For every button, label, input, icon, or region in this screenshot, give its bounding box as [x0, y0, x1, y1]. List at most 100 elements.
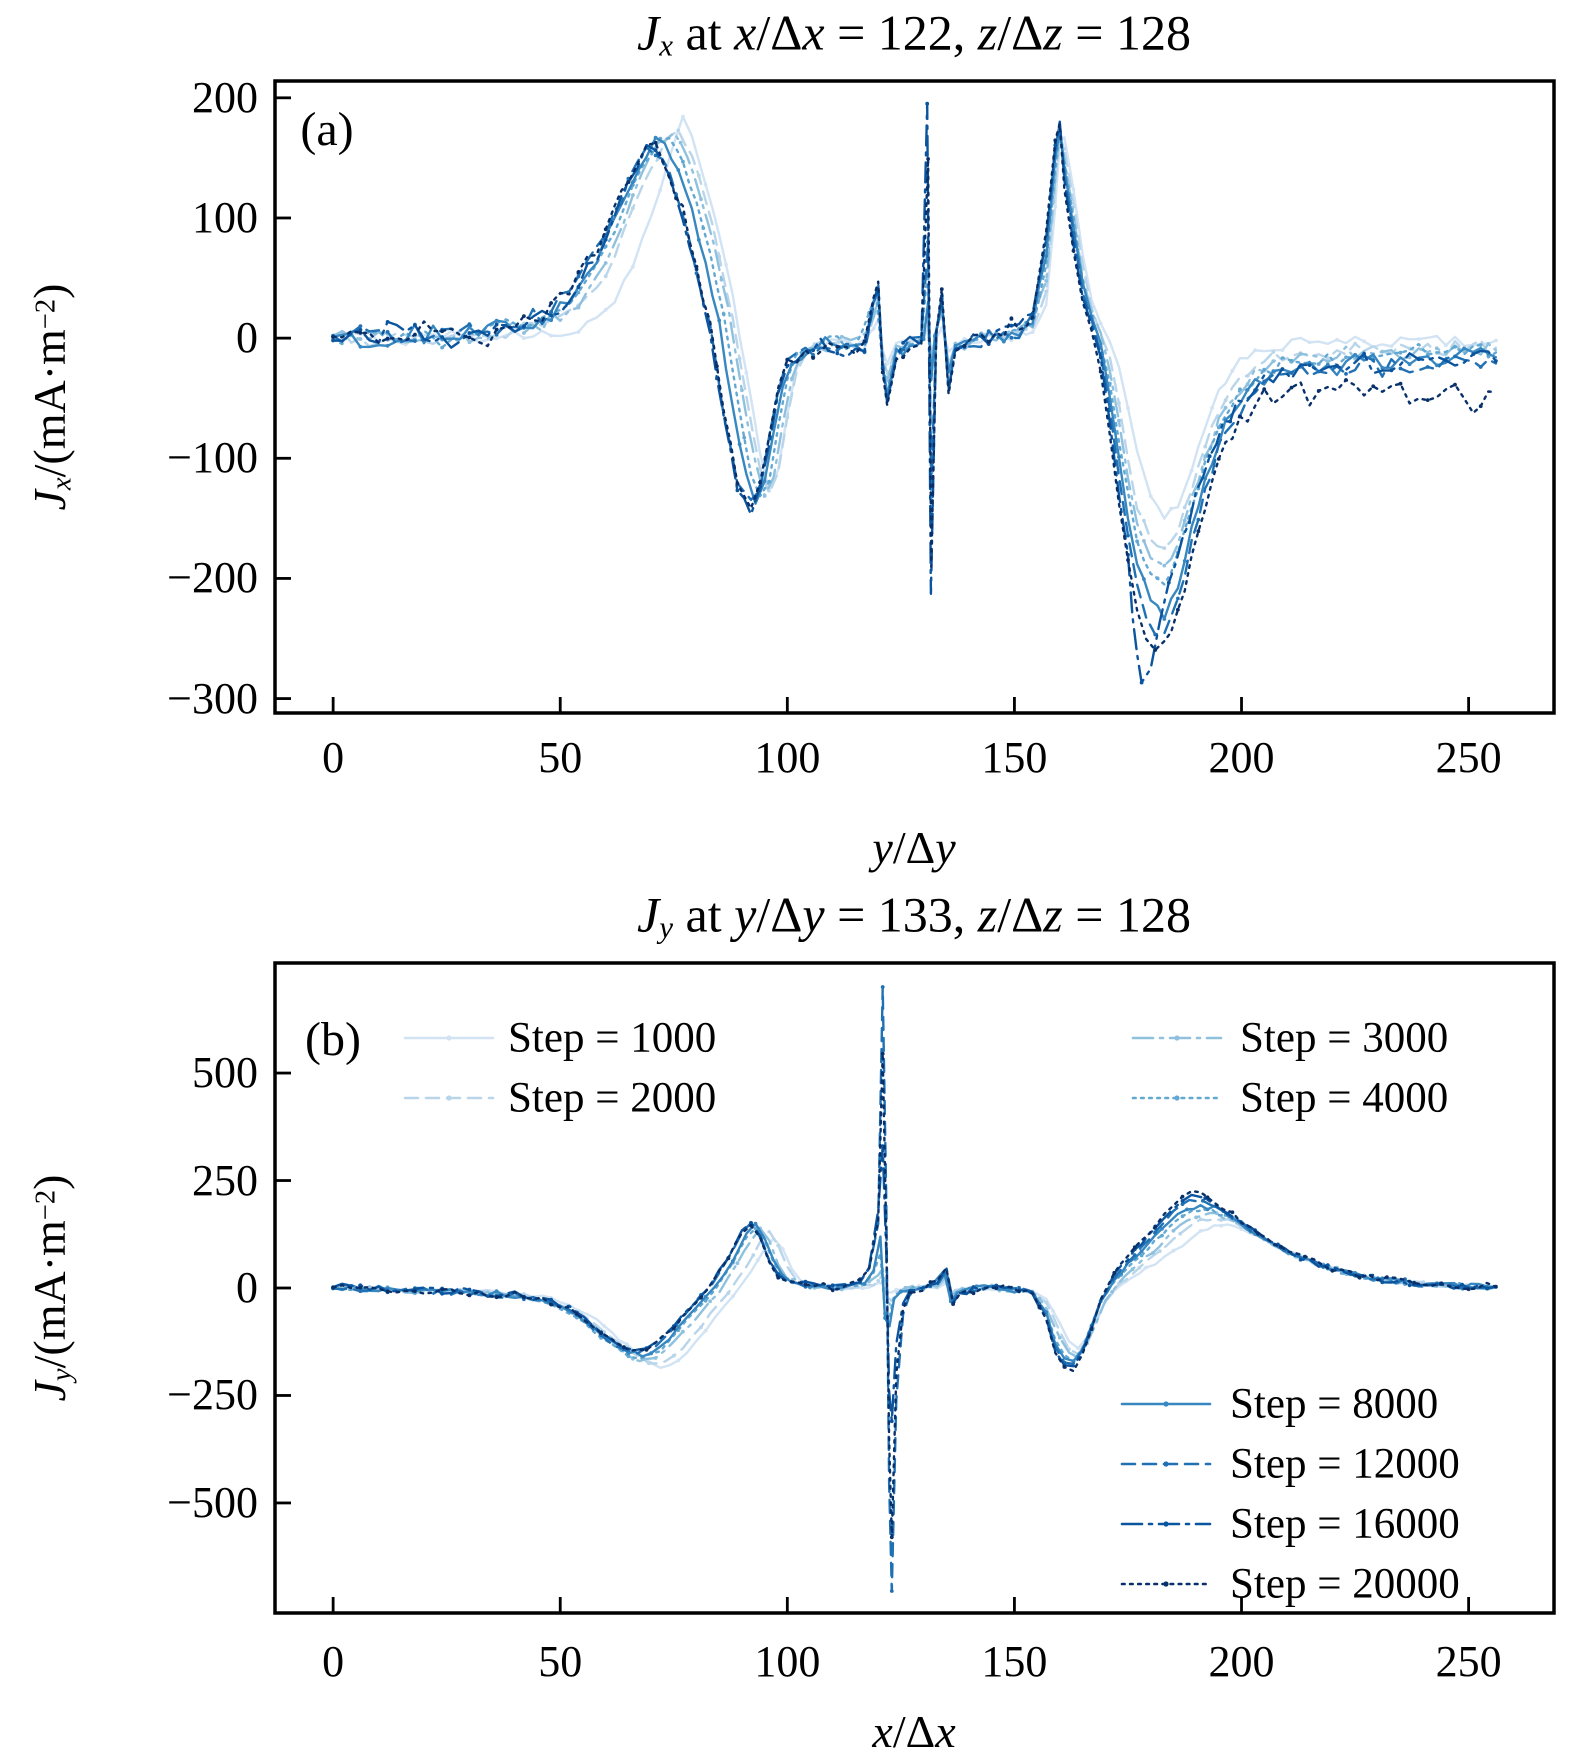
data-point-marker	[621, 1345, 626, 1349]
data-point-marker	[1009, 338, 1014, 343]
data-point-marker	[1398, 381, 1403, 386]
data-point-marker	[699, 1295, 703, 1300]
data-point-marker	[1216, 425, 1221, 430]
data-point-marker	[1117, 418, 1121, 423]
data-point-marker	[1335, 337, 1339, 342]
data-point-marker	[753, 1226, 758, 1231]
data-point-marker	[758, 484, 762, 489]
data-point-marker	[962, 344, 967, 348]
data-point-marker	[699, 1325, 703, 1330]
data-point-marker	[494, 1295, 499, 1299]
data-point-marker	[1017, 1289, 1021, 1294]
data-point-marker	[522, 314, 526, 318]
data-point-marker	[494, 1289, 499, 1294]
data-point-marker	[715, 364, 719, 369]
data-point-marker	[1071, 248, 1076, 253]
data-point-marker	[653, 153, 658, 158]
data-point-marker	[1135, 539, 1139, 544]
data-point-marker	[737, 442, 742, 447]
data-point-marker	[1362, 351, 1366, 356]
data-point-marker	[385, 1289, 390, 1294]
data-point-marker	[776, 1275, 781, 1280]
data-point-marker	[899, 1289, 903, 1294]
data-point-marker	[1325, 1263, 1330, 1267]
data-point-marker	[1478, 404, 1483, 409]
data-point-marker	[901, 347, 905, 352]
data-point-marker	[1030, 315, 1035, 320]
data-point-marker	[1271, 369, 1276, 373]
data-point-marker	[699, 197, 703, 202]
data-point-marker	[1362, 339, 1366, 344]
data-point-marker	[1344, 378, 1348, 382]
data-point-marker	[1407, 1283, 1412, 1288]
data-point-marker	[385, 343, 390, 348]
data-point-marker	[908, 1290, 912, 1295]
data-point-marker	[676, 1358, 681, 1363]
data-point-marker	[1044, 289, 1049, 294]
data-point-marker	[602, 1324, 606, 1328]
data-point-marker	[785, 357, 790, 362]
data-point-marker	[742, 435, 747, 440]
data-point-marker	[1279, 1244, 1283, 1249]
data-point-marker	[1398, 350, 1403, 355]
data-point-marker	[646, 1361, 651, 1366]
data-point-marker	[1385, 1275, 1389, 1279]
data-point-marker	[1062, 1365, 1067, 1369]
data-point-marker	[717, 254, 722, 259]
data-point-marker	[467, 335, 472, 340]
data-point-marker	[986, 340, 991, 344]
data-point-marker	[1194, 1215, 1198, 1220]
data-point-marker	[858, 1277, 862, 1282]
data-point-marker	[413, 323, 417, 327]
data-point-marker	[522, 324, 526, 329]
data-point-marker	[549, 313, 553, 318]
data-point-marker	[1219, 1223, 1223, 1228]
data-point-marker	[1169, 506, 1173, 511]
data-point-marker	[440, 329, 444, 334]
series-line-step-20000	[331, 122, 1498, 652]
data-point-marker	[671, 1353, 676, 1358]
data-point-marker	[835, 344, 840, 349]
data-point-marker	[1117, 455, 1121, 459]
data-point-marker	[871, 326, 876, 331]
data-point-marker	[1053, 204, 1058, 209]
data-point-marker	[1201, 1198, 1205, 1203]
data-point-marker	[803, 1282, 808, 1287]
data-point-marker	[835, 348, 840, 353]
data-point-marker	[721, 312, 726, 316]
data-point-marker	[1030, 330, 1035, 334]
data-point-marker	[1335, 363, 1339, 368]
data-point-marker	[737, 356, 742, 361]
data-point-marker	[681, 1329, 685, 1334]
data-point-marker	[674, 196, 678, 201]
data-point-marker	[1182, 518, 1187, 523]
data-point-marker	[549, 1297, 553, 1302]
legend-sample-step-12000	[1120, 1461, 1212, 1467]
data-point-marker	[358, 337, 363, 341]
legend-sample-step-8000	[1120, 1401, 1212, 1407]
data-point-marker	[576, 285, 581, 290]
data-point-marker	[862, 349, 867, 354]
data-point-marker	[1316, 389, 1321, 393]
data-point-marker	[1471, 352, 1476, 357]
data-point-marker	[862, 339, 867, 344]
data-point-marker	[1126, 533, 1130, 538]
data-point-marker	[758, 480, 762, 485]
data-point-marker	[1142, 539, 1146, 543]
data-point-marker	[830, 1288, 835, 1293]
data-point-marker	[925, 101, 930, 106]
data-point-marker	[1271, 359, 1276, 364]
data-point-marker	[467, 1287, 472, 1292]
data-point-marker	[413, 1289, 417, 1294]
data-point-marker	[735, 481, 740, 486]
data-point-marker	[549, 333, 553, 338]
data-point-marker	[901, 355, 905, 360]
data-point-marker	[331, 338, 335, 343]
data-point-marker	[644, 1348, 649, 1352]
data-point-marker	[603, 261, 608, 265]
data-point-marker	[758, 466, 762, 471]
data-point-marker	[835, 351, 840, 356]
data-point-marker	[1182, 505, 1187, 510]
data-point-marker	[1112, 1270, 1117, 1275]
